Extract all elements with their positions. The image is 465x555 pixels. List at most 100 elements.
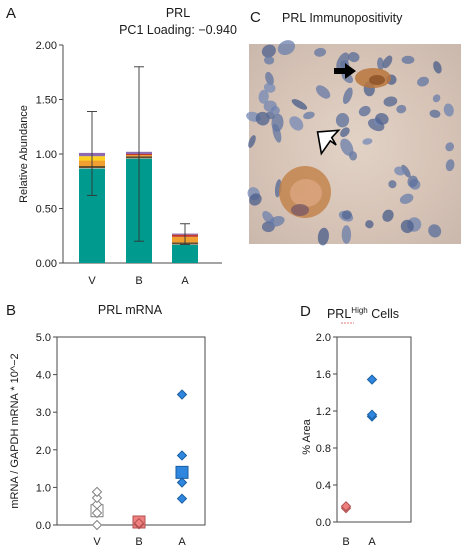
data-point xyxy=(91,499,103,510)
panel-a-subtitle: PC1 Loading: −0.940 xyxy=(119,23,237,37)
y-tick-label: 0.00 xyxy=(36,258,57,270)
panel-d-title-suffix: Cells xyxy=(368,307,399,321)
nucleus-blob xyxy=(315,85,331,99)
nucleus-blob xyxy=(383,96,398,107)
nucleus-blob xyxy=(314,47,327,57)
nucleus-blob xyxy=(417,76,429,87)
nucleus-blob xyxy=(382,209,394,222)
nucleus-blob xyxy=(382,55,393,69)
y-tick-label: 0.8 xyxy=(316,443,331,455)
x-tick-label: B xyxy=(135,275,142,287)
nucleus-blob xyxy=(340,138,354,156)
y-tick-label: 4.0 xyxy=(36,370,51,382)
panel-c-letter: C xyxy=(250,9,261,26)
micrograph-title: PRL Immunopositivity xyxy=(282,11,403,25)
open-arrow-icon xyxy=(316,129,341,156)
nucleus-blob xyxy=(277,40,296,56)
x-tick-label: V xyxy=(93,536,101,548)
micrograph-background xyxy=(249,44,461,244)
nucleus-blob xyxy=(341,225,352,244)
nucleus-blob xyxy=(433,61,442,74)
y-tick-label: 0.0 xyxy=(316,517,331,529)
data-point xyxy=(91,486,103,498)
panel-b-y-axis-label: mRNA / GAPDH mRNA * 10^−2 xyxy=(9,353,21,508)
panel-d-y-ticks: 0.0 0.4 0.8 1.2 1.6 2.0 xyxy=(316,332,337,529)
data-point xyxy=(366,374,378,385)
nucleus-blob xyxy=(303,111,315,120)
nucleus-blob xyxy=(269,216,285,227)
y-tick-label: 1.00 xyxy=(36,149,57,161)
panel-b-points xyxy=(90,389,189,531)
x-tick-label: B xyxy=(135,536,142,548)
nucleus-blob xyxy=(289,116,304,131)
data-point xyxy=(91,507,103,519)
nucleus-blob xyxy=(341,210,352,220)
stained-cell-lower-lumen xyxy=(290,179,322,207)
y-tick-label: 2.0 xyxy=(316,332,331,344)
nucleus-blob xyxy=(401,164,411,178)
micrograph-nuclei xyxy=(246,40,455,246)
panel-b-title: PRL mRNA xyxy=(98,303,163,317)
nucleus-blob xyxy=(317,227,329,246)
y-tick-label: 1.6 xyxy=(316,369,331,381)
data-point xyxy=(176,477,188,488)
panel-d-letter: D xyxy=(300,303,311,320)
nucleus-blob xyxy=(388,180,397,189)
nucleus-blob xyxy=(432,94,441,103)
data-point xyxy=(176,389,188,400)
nucleus-blob xyxy=(429,109,441,118)
panel-a-y-axis-label: Relative Abundance xyxy=(18,105,30,203)
data-point xyxy=(340,501,352,512)
nucleus-blob xyxy=(399,193,414,204)
nucleus-blob xyxy=(249,193,262,206)
nucleus-blob xyxy=(362,138,373,145)
panel-c: C PRL Immunopositivity xyxy=(246,9,461,246)
bar-segment xyxy=(172,244,198,263)
data-point xyxy=(176,450,188,461)
nucleus-blob xyxy=(258,89,269,104)
stained-cell-upper-core xyxy=(369,75,385,85)
stained-cell-lower-nucleus xyxy=(291,204,309,216)
nucleus-blob xyxy=(270,106,280,116)
data-point xyxy=(366,409,378,420)
nucleus-blob xyxy=(400,219,414,234)
data-point xyxy=(133,517,145,529)
filled-arrow-icon xyxy=(334,63,356,79)
y-tick-label: 1.0 xyxy=(36,482,51,494)
mean-marker xyxy=(175,465,189,479)
panel-b-plot-frame xyxy=(56,336,206,526)
nucleus-blob xyxy=(265,71,274,86)
x-tick-label: B xyxy=(342,536,349,548)
y-tick-label: 1.50 xyxy=(36,95,57,107)
nucleus-blob xyxy=(377,57,384,71)
nucleus-blob xyxy=(401,55,415,64)
y-tick-label: 0.4 xyxy=(316,480,331,492)
nucleus-blob xyxy=(271,113,284,132)
nucleus-blob xyxy=(375,113,389,125)
nucleus-blob xyxy=(348,52,360,63)
panel-a-title: PRL xyxy=(166,6,190,20)
data-point xyxy=(176,493,188,504)
micrograph-image xyxy=(246,40,461,246)
nucleus-blob xyxy=(342,87,353,105)
y-tick-label: 0.0 xyxy=(36,520,51,532)
nucleus-blob xyxy=(394,166,406,176)
nucleus-blob xyxy=(396,104,407,114)
nucleus-blob xyxy=(261,44,276,58)
panel-d-plot-frame xyxy=(336,336,412,523)
x-tick-label: A xyxy=(181,275,189,287)
nucleus-blob xyxy=(358,105,371,117)
nucleus-blob xyxy=(264,56,275,65)
y-tick-label: 2.0 xyxy=(36,445,51,457)
x-tick-label: A xyxy=(368,536,376,548)
panel-b: B PRL mRNA mRNA / GAPDH mRNA * 10^−2 0.0… xyxy=(6,302,206,548)
nucleus-blob xyxy=(445,142,455,152)
x-tick-label: V xyxy=(88,275,96,287)
nucleus-blob xyxy=(365,220,374,229)
panel-d-title: PRLHigh Cells xyxy=(327,306,399,321)
panel-a-y-ticks: 0.00 0.50 1.00 1.50 2.00 xyxy=(36,40,63,270)
